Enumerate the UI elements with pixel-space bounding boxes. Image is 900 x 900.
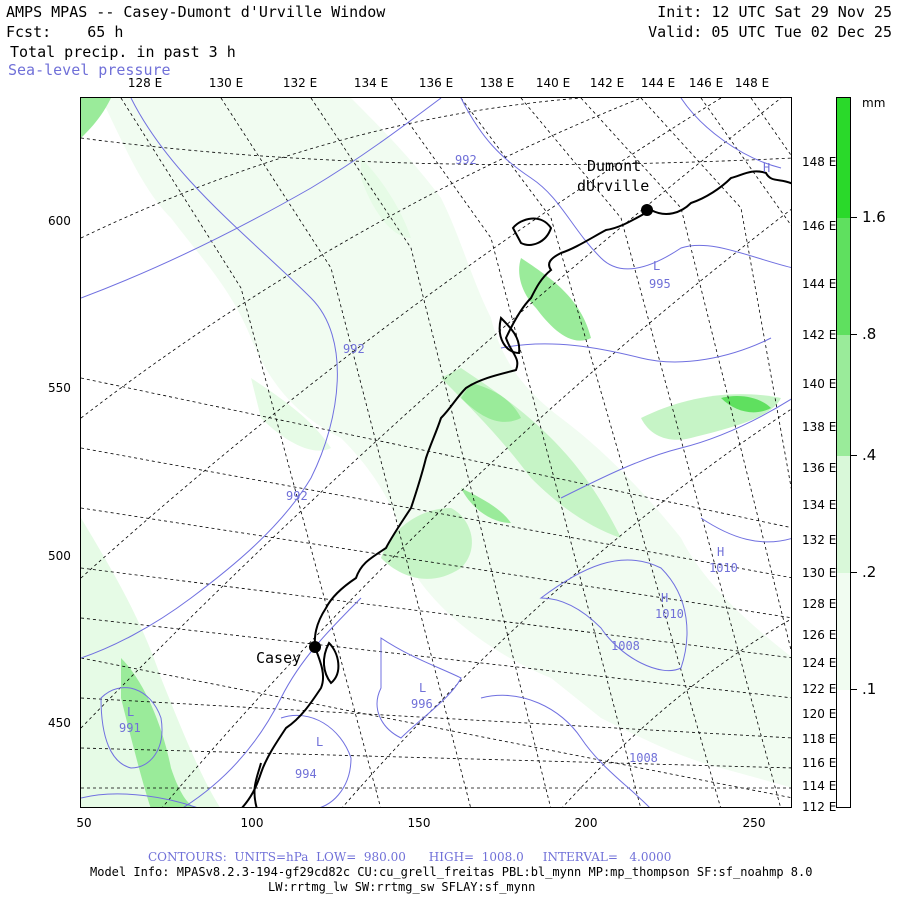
lon-label: 136 E bbox=[802, 461, 837, 475]
x-tick: 200 bbox=[574, 816, 598, 830]
y-tick: 600 bbox=[48, 214, 71, 228]
lon-label: 116 E bbox=[802, 756, 837, 770]
dumont-durville-marker[interactable] bbox=[641, 204, 653, 216]
lon-label: 112 E bbox=[802, 800, 837, 814]
pressure-low: L bbox=[419, 681, 427, 695]
pressure-label: 994 bbox=[295, 767, 317, 781]
colorbar-tick bbox=[851, 334, 857, 335]
pressure-label: 992 bbox=[455, 153, 477, 167]
pressure-label: 1010 bbox=[709, 561, 738, 575]
overlay-name: Sea-level pressure bbox=[8, 61, 171, 79]
model-info: Model Info: MPASv8.2.3-194-gf29cd82c CU:… bbox=[90, 865, 813, 879]
pressure-contours bbox=[81, 98, 791, 807]
x-tick: 150 bbox=[407, 816, 431, 830]
lon-label: 130 E bbox=[802, 566, 837, 580]
pressure-label: 1008 bbox=[611, 639, 640, 653]
fcst-label: Fcst: bbox=[6, 23, 52, 41]
pressure-high: H bbox=[661, 591, 669, 605]
lon-label: 148 E bbox=[802, 155, 837, 169]
place-label-durville: dUrville bbox=[577, 177, 650, 195]
lon-label: 118 E bbox=[802, 732, 837, 746]
pressure-low: L bbox=[316, 735, 324, 749]
map-title: AMPS MPAS -- Casey-Dumont d'Urville Wind… bbox=[6, 3, 386, 21]
precip-shading bbox=[81, 98, 791, 807]
lon-label: 146 E bbox=[802, 219, 837, 233]
lon-label: 142 E bbox=[589, 76, 625, 90]
y-tick: 500 bbox=[48, 549, 71, 563]
casey-marker[interactable] bbox=[309, 641, 321, 653]
graticule bbox=[81, 98, 791, 807]
lon-label: 132 E bbox=[282, 76, 318, 90]
lon-label: 128 E bbox=[802, 597, 837, 611]
pressure-high: H bbox=[763, 161, 771, 175]
lon-label: 130 E bbox=[208, 76, 244, 90]
colorbar-label: .2 bbox=[862, 563, 877, 581]
x-tick: 250 bbox=[742, 816, 766, 830]
precip-colorbar bbox=[836, 97, 851, 808]
place-label-dumont: Dumont bbox=[587, 157, 642, 175]
forecast-hour: Fcst: 65 h bbox=[6, 24, 123, 41]
model-info-2: LW:rrtmg_lw SW:rrtmg_sw SFLAY:sf_mynn bbox=[268, 880, 536, 894]
colorbar-level-4 bbox=[837, 218, 850, 335]
lon-label: 136 E bbox=[418, 76, 454, 90]
lon-label: 128 E bbox=[127, 76, 163, 90]
pressure-high: H bbox=[717, 545, 725, 559]
y-tick: 550 bbox=[48, 381, 71, 395]
colorbar-level-3 bbox=[837, 335, 850, 456]
lon-label: 140 E bbox=[535, 76, 571, 90]
pressure-low: L bbox=[127, 705, 135, 719]
colorbar-unit: mm bbox=[862, 96, 886, 110]
lon-label: 134 E bbox=[802, 498, 837, 512]
x-tick: 50 bbox=[76, 816, 92, 830]
lon-label: 142 E bbox=[802, 328, 837, 342]
colorbar-label: 1.6 bbox=[862, 208, 886, 226]
pressure-label: 992 bbox=[286, 489, 308, 503]
map-panel[interactable]: Dumont dUrville Casey 992 992 992 L 995 … bbox=[80, 97, 792, 808]
lon-label: 148 E bbox=[734, 76, 770, 90]
colorbar-label: .1 bbox=[862, 680, 877, 698]
lon-label: 120 E bbox=[802, 707, 837, 721]
lon-label: 132 E bbox=[802, 533, 837, 547]
colorbar-tick bbox=[851, 217, 857, 218]
colorbar-level-1 bbox=[837, 573, 850, 690]
pressure-label: 1010 bbox=[655, 607, 684, 621]
colorbar-label: .4 bbox=[862, 446, 877, 464]
coastline bbox=[241, 170, 791, 807]
field-name: Total precip. in past 3 h bbox=[10, 43, 236, 61]
lon-label: 126 E bbox=[802, 628, 837, 642]
valid-time: Valid: 05 UTC Tue 02 Dec 25 bbox=[648, 23, 892, 41]
lon-label: 134 E bbox=[353, 76, 389, 90]
colorbar-label: .8 bbox=[862, 325, 877, 343]
colorbar-tick bbox=[851, 572, 857, 573]
lon-label: 146 E bbox=[688, 76, 724, 90]
pressure-label: 991 bbox=[119, 721, 141, 735]
pressure-label: 995 bbox=[649, 277, 671, 291]
lon-label: 138 E bbox=[802, 420, 837, 434]
contour-info: CONTOURS: UNITS=hPa LOW= 980.00 HIGH= 10… bbox=[148, 850, 672, 864]
colorbar-level-0 bbox=[837, 690, 850, 807]
pressure-label: 996 bbox=[411, 697, 433, 711]
lon-label: 122 E bbox=[802, 682, 837, 696]
colorbar-level-5 bbox=[837, 98, 850, 218]
lon-label: 144 E bbox=[802, 277, 837, 291]
x-tick: 100 bbox=[240, 816, 264, 830]
colorbar-tick bbox=[851, 455, 857, 456]
pressure-label: 1008 bbox=[629, 751, 658, 765]
map-canvas bbox=[81, 98, 791, 807]
colorbar-tick bbox=[851, 689, 857, 690]
lon-label: 144 E bbox=[640, 76, 676, 90]
pressure-low: L bbox=[653, 259, 661, 273]
pressure-label: 992 bbox=[343, 342, 365, 356]
init-time: Init: 12 UTC Sat 29 Nov 25 bbox=[657, 3, 892, 21]
lon-label: 114 E bbox=[802, 779, 837, 793]
lon-label: 140 E bbox=[802, 377, 837, 391]
y-tick: 450 bbox=[48, 716, 71, 730]
place-label-casey: Casey bbox=[256, 649, 302, 667]
fcst-value: 65 h bbox=[87, 23, 124, 41]
colorbar-level-2 bbox=[837, 456, 850, 573]
lon-label: 138 E bbox=[479, 76, 515, 90]
lon-label: 124 E bbox=[802, 656, 837, 670]
